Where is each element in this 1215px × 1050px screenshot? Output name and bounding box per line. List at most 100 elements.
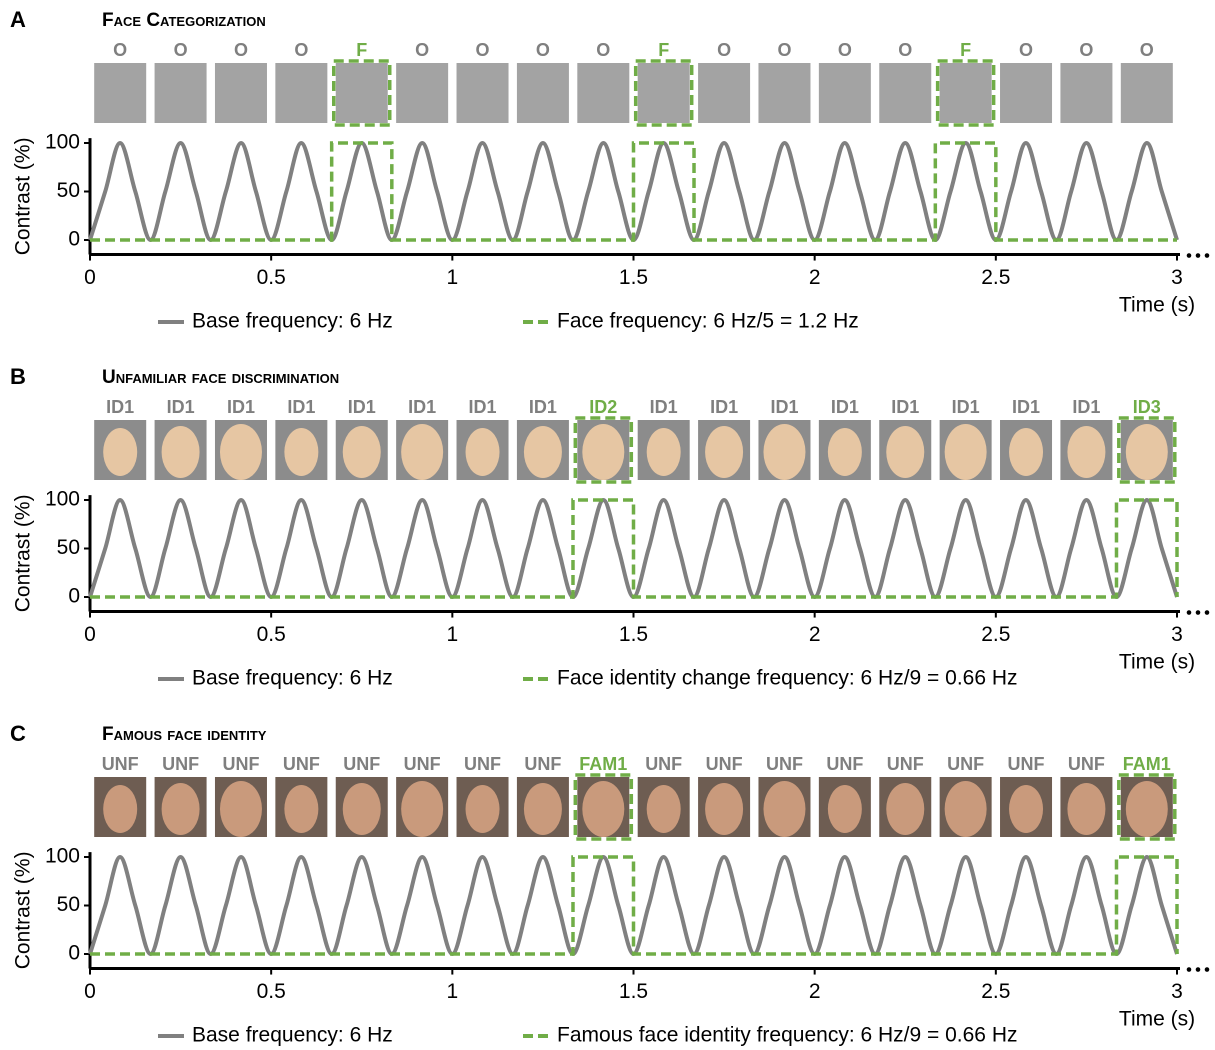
y-axis-label: Contrast (%) bbox=[12, 494, 35, 612]
axis-continuation bbox=[1195, 967, 1201, 972]
stimulus-label: ID1 bbox=[348, 397, 376, 417]
stimulus-image bbox=[637, 63, 690, 123]
stimulus-label: O bbox=[777, 40, 791, 60]
axis-continuation bbox=[1186, 967, 1192, 972]
y-tick-label: 50 bbox=[57, 179, 80, 202]
face-image bbox=[827, 785, 862, 833]
stimulus-label: FAM1 bbox=[1123, 754, 1171, 774]
x-tick-label: 0.5 bbox=[257, 266, 286, 289]
stimulus-label: ID1 bbox=[770, 397, 798, 417]
face-image bbox=[1067, 426, 1106, 478]
x-tick-label: 1.5 bbox=[619, 266, 648, 289]
stimulus-label: O bbox=[536, 40, 550, 60]
x-axis-label: Time (s) bbox=[1119, 294, 1195, 317]
stimulus-image bbox=[698, 63, 751, 123]
face-image bbox=[646, 428, 681, 476]
stimulus-image bbox=[396, 63, 449, 123]
stimulus-image bbox=[818, 63, 871, 123]
y-tick-label: 100 bbox=[45, 131, 80, 154]
stimulus-label: ID1 bbox=[952, 397, 980, 417]
stimulus-label: O bbox=[174, 40, 188, 60]
stimulus-image bbox=[94, 63, 147, 123]
face-image bbox=[582, 424, 625, 480]
face-image bbox=[401, 781, 444, 837]
stimulus-label: UNF bbox=[162, 754, 199, 774]
face-image bbox=[944, 424, 987, 480]
axis-continuation bbox=[1204, 967, 1210, 972]
x-tick-label: 1 bbox=[446, 266, 458, 289]
face-image bbox=[103, 428, 138, 476]
face-wave bbox=[90, 855, 1179, 956]
axis-continuation bbox=[1195, 253, 1201, 258]
x-tick-label: 2 bbox=[809, 623, 821, 646]
axis-continuation bbox=[1186, 253, 1192, 258]
x-tick-label: 0.5 bbox=[257, 980, 286, 1003]
x-tick-label: 0 bbox=[84, 266, 96, 289]
stimulus-label: O bbox=[596, 40, 610, 60]
stimulus-label: ID1 bbox=[831, 397, 859, 417]
face-image bbox=[342, 783, 381, 835]
stimulus-label: ID1 bbox=[891, 397, 919, 417]
x-tick-label: 1.5 bbox=[619, 623, 648, 646]
x-tick-label: 3 bbox=[1171, 980, 1183, 1003]
face-image bbox=[705, 783, 744, 835]
face-image bbox=[401, 424, 444, 480]
axis-continuation bbox=[1204, 253, 1210, 258]
stimulus-image bbox=[214, 63, 267, 123]
face-image bbox=[523, 783, 562, 835]
face-image bbox=[161, 783, 200, 835]
legend-label: Base frequency: 6 Hz bbox=[192, 310, 393, 333]
stimulus-image bbox=[577, 63, 630, 123]
panel-letter: B bbox=[10, 364, 26, 389]
stimulus-image bbox=[1120, 63, 1173, 123]
y-tick-label: 50 bbox=[57, 893, 80, 916]
stimulus-label: F bbox=[658, 40, 669, 60]
face-image bbox=[1009, 785, 1044, 833]
y-axis-label: Contrast (%) bbox=[12, 137, 35, 255]
stimulus-image bbox=[456, 63, 509, 123]
face-image bbox=[763, 781, 806, 837]
stimulus-label: O bbox=[898, 40, 912, 60]
stimulus-label: UNF bbox=[404, 754, 441, 774]
panel-title: Unfamiliar face discrimination bbox=[102, 367, 339, 388]
x-tick-label: 0 bbox=[84, 980, 96, 1003]
stimulus-label: UNF bbox=[1068, 754, 1105, 774]
face-image bbox=[1125, 781, 1168, 837]
x-tick-label: 1 bbox=[446, 623, 458, 646]
stimulus-image bbox=[154, 63, 207, 123]
face-image bbox=[1067, 783, 1106, 835]
face-image bbox=[1125, 424, 1168, 480]
x-tick-label: 3 bbox=[1171, 623, 1183, 646]
stimulus-label: O bbox=[113, 40, 127, 60]
face-image bbox=[284, 428, 319, 476]
stimulus-label: ID1 bbox=[227, 397, 255, 417]
face-image bbox=[103, 785, 138, 833]
legend-label: Base frequency: 6 Hz bbox=[192, 667, 393, 690]
x-tick-label: 1 bbox=[446, 980, 458, 1003]
stimulus-label: UNF bbox=[102, 754, 139, 774]
stimulus-image bbox=[1000, 63, 1053, 123]
legend-label: Base frequency: 6 Hz bbox=[192, 1024, 393, 1047]
y-tick-label: 50 bbox=[57, 536, 80, 559]
stimulus-label: O bbox=[415, 40, 429, 60]
legend-label: Face identity change frequency: 6 Hz/9 =… bbox=[557, 667, 1018, 690]
stimulus-label: ID1 bbox=[710, 397, 738, 417]
stimulus-label: UNF bbox=[706, 754, 743, 774]
stimulus-label: O bbox=[1140, 40, 1154, 60]
stimulus-label: ID1 bbox=[167, 397, 195, 417]
stimulus-label: O bbox=[1079, 40, 1093, 60]
face-image bbox=[219, 781, 262, 837]
y-tick-label: 0 bbox=[68, 585, 80, 608]
face-image bbox=[465, 428, 500, 476]
face-image bbox=[465, 785, 500, 833]
panel-title: Face Categorization bbox=[102, 10, 266, 31]
stimulus-label: UNF bbox=[343, 754, 380, 774]
stimulus-label: UNF bbox=[887, 754, 924, 774]
x-tick-label: 0 bbox=[84, 623, 96, 646]
panel-title: Famous face identity bbox=[102, 724, 267, 745]
y-axis-label: Contrast (%) bbox=[12, 851, 35, 969]
stimulus-label: O bbox=[717, 40, 731, 60]
face-image bbox=[646, 785, 681, 833]
y-tick-label: 0 bbox=[68, 942, 80, 965]
